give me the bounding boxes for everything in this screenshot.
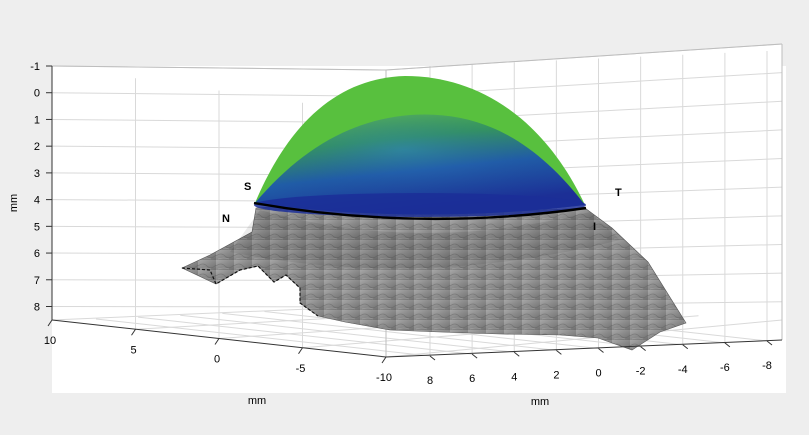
z-tick-label: 1: [34, 114, 40, 126]
dome-rim-disc: [254, 193, 586, 217]
x-axis-line: [385, 339, 783, 358]
marker-s: S: [244, 181, 251, 193]
x-tick: [766, 340, 773, 346]
x-tick-label: 4: [511, 371, 517, 383]
base-dashed-edge: [181, 265, 319, 317]
x-tick-label: 6: [469, 373, 475, 385]
x-tick-label: -6: [720, 362, 730, 374]
y-tick-label: -5: [296, 363, 306, 375]
z-tick-label: 7: [34, 275, 40, 287]
y-tick: [47, 319, 53, 327]
x-tick-label: -8: [762, 360, 772, 372]
z-tick-label: -1: [30, 61, 40, 73]
x-tick: [724, 342, 731, 348]
z-tick-label: 5: [34, 221, 40, 233]
x-tick: [429, 355, 436, 361]
y-axis-label: mm: [248, 395, 266, 407]
z-tick-label: 4: [34, 195, 40, 207]
y-tick-label: 10: [44, 335, 56, 347]
y-tick: [214, 338, 220, 345]
marker-i: I: [593, 221, 596, 233]
z-tick-label: 3: [34, 168, 40, 180]
z-axis-label: mm: [8, 194, 20, 212]
y-tick: [131, 328, 136, 336]
y-tick-label: -10: [376, 372, 392, 384]
z-tick-label: 8: [34, 302, 40, 314]
z-tick-label: 2: [34, 141, 40, 153]
y-tick-label: 0: [214, 354, 220, 366]
x-tick: [513, 351, 520, 357]
marker-t: T: [615, 187, 622, 199]
x-axis-label: mm: [531, 396, 549, 408]
base-shading: [230, 210, 620, 269]
x-tick: [682, 344, 689, 350]
x-gridline: [222, 312, 557, 351]
y-gridline: [385, 319, 783, 358]
x-gridline: [138, 316, 473, 355]
x-tick: [640, 346, 646, 352]
x-tick: [556, 349, 562, 355]
marker-n: N: [222, 213, 230, 225]
x-tick-label: 2: [553, 369, 559, 381]
x-tick: [471, 353, 478, 359]
y-tick-label: 5: [130, 344, 136, 356]
z-tick-label: 0: [34, 88, 40, 100]
dome-rim-line: [253, 201, 587, 221]
x-gridline: [95, 318, 431, 357]
y-tick: [381, 356, 387, 364]
x-gridline: [180, 314, 515, 353]
y-tick: [298, 347, 303, 355]
x-tick-label: -4: [678, 364, 688, 376]
x-tick: [598, 348, 604, 353]
dome-surface-sheen: [255, 114, 585, 215]
x-tick-label: -2: [636, 366, 646, 378]
x-tick-label: 8: [427, 375, 433, 387]
z-tick-label: 6: [34, 248, 40, 260]
x-tick-label: 0: [595, 368, 601, 380]
